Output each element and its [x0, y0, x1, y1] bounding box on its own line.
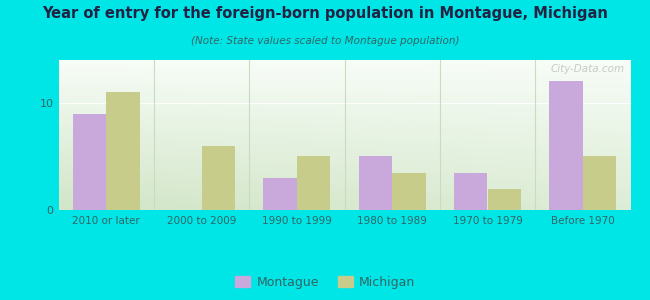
Bar	[202, 146, 235, 210]
Text: City-Data.com: City-Data.com	[551, 64, 625, 74]
Text: Year of entry for the foreign-born population in Montague, Michigan: Year of entry for the foreign-born popul…	[42, 6, 608, 21]
Bar	[106, 92, 140, 210]
Bar	[359, 156, 392, 210]
Bar	[73, 114, 106, 210]
Text: (Note: State values scaled to Montague population): (Note: State values scaled to Montague p…	[190, 36, 460, 46]
Bar	[263, 178, 297, 210]
Bar	[454, 172, 488, 210]
Bar	[549, 81, 583, 210]
Bar	[297, 156, 330, 210]
Legend: Montague, Michigan: Montague, Michigan	[230, 271, 420, 294]
Bar	[583, 156, 616, 210]
Bar	[488, 189, 521, 210]
Bar	[392, 172, 426, 210]
